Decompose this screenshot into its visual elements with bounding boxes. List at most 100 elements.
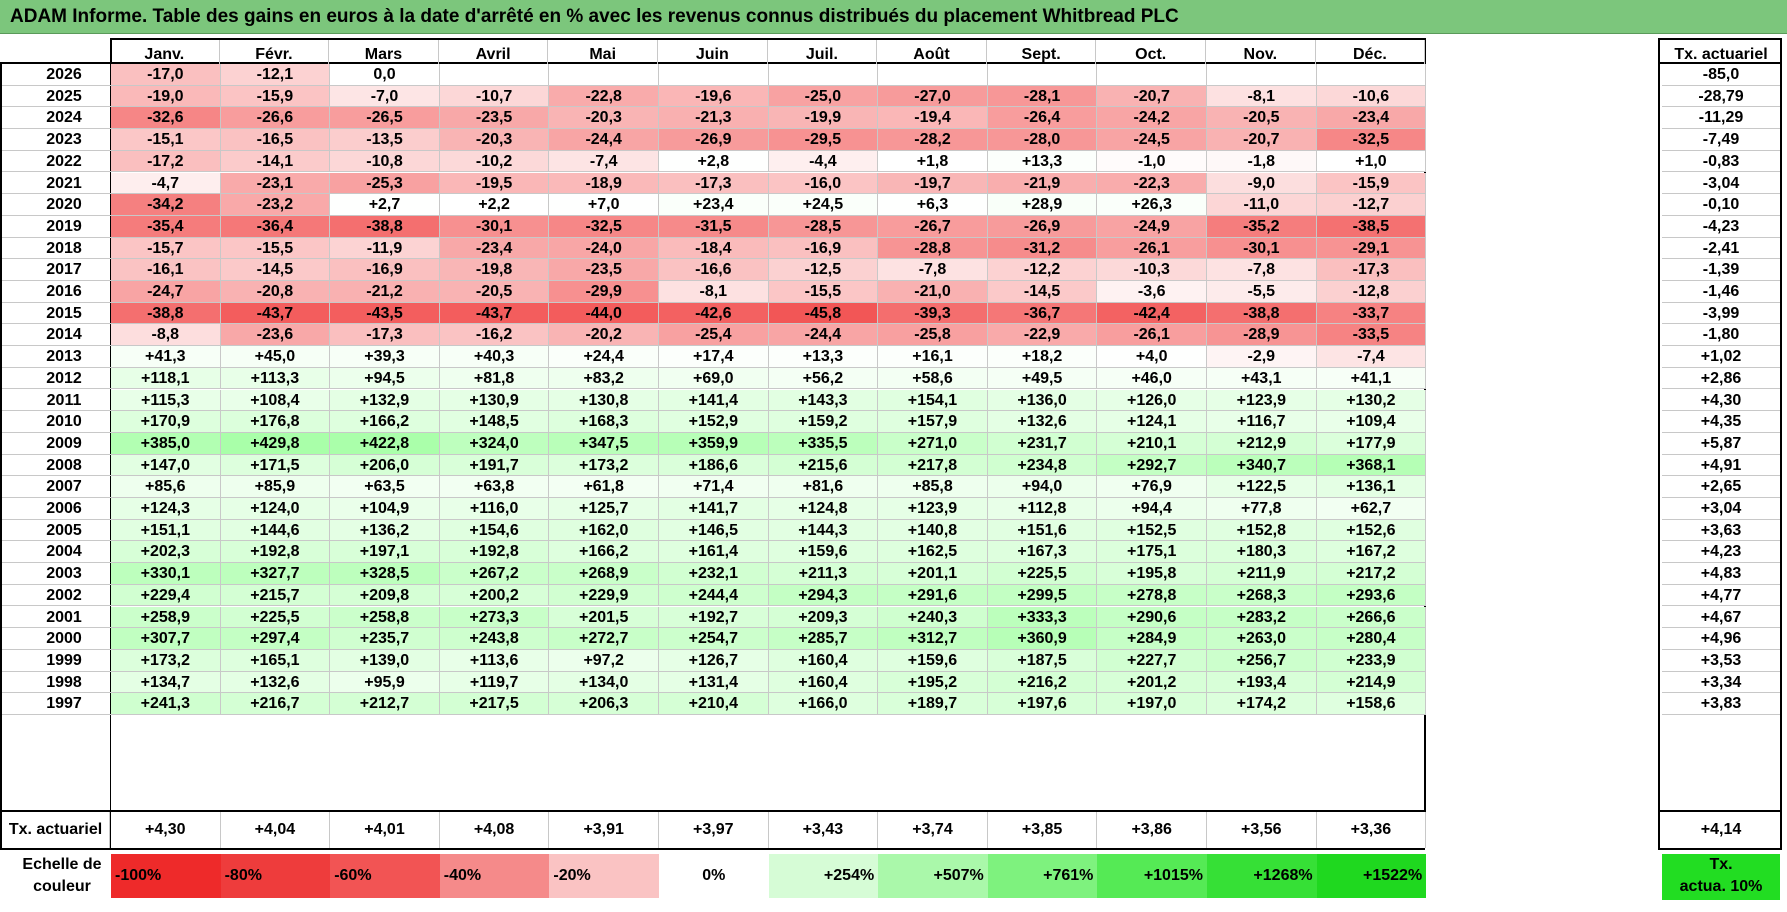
table-cell: -12,5 <box>768 259 879 281</box>
month-header: Nov. <box>1206 40 1316 70</box>
footer-tx: +4,14 <box>1700 821 1742 838</box>
table-cell: 0,0 <box>330 64 440 86</box>
table-cell: -28,2 <box>878 129 988 151</box>
year-label: 2010 <box>2 411 126 433</box>
table-cell: -22,3 <box>1097 172 1207 195</box>
table-cell: -42,4 <box>1097 302 1207 325</box>
table-border <box>1658 848 1782 850</box>
month-header: Mai <box>548 40 658 70</box>
year-label: 2022 <box>2 151 126 173</box>
table-cell: +77,8 <box>1207 498 1317 520</box>
table-cell: -7,8 <box>1207 259 1317 281</box>
table-cell: -10,6 <box>1316 85 1427 108</box>
table-cell: +161,4 <box>659 541 769 564</box>
table-cell: +58,6 <box>878 367 988 390</box>
table-cell: +240,3 <box>878 606 988 629</box>
table-border <box>0 62 1426 64</box>
table-cell: +210,1 <box>1097 432 1207 455</box>
table-cell: +167,2 <box>1316 541 1427 564</box>
table-cell: -20,3 <box>549 107 659 130</box>
table-cell: +166,2 <box>330 411 440 433</box>
year-label: 2013 <box>2 346 126 368</box>
table-cell: +97,2 <box>549 649 659 672</box>
footer-value: +3,43 <box>769 812 879 848</box>
table-cell: +162,5 <box>878 541 988 564</box>
table-cell: +113,3 <box>220 367 331 390</box>
table-cell: -20,7 <box>1097 85 1207 108</box>
month-header: Janv. <box>110 40 220 70</box>
table-cell: +152,9 <box>659 411 769 433</box>
row-tx-actuariel: +2,65 <box>1662 476 1780 498</box>
table-cell: +173,2 <box>549 454 659 477</box>
table-cell: +267,2 <box>439 563 550 585</box>
table-cell: +171,5 <box>220 454 331 477</box>
color-scale-swatch: -40% <box>439 854 550 898</box>
color-scale-swatch: +507% <box>878 854 988 898</box>
table-cell: +134,0 <box>549 671 659 694</box>
table-cell: +197,6 <box>987 693 1098 715</box>
table-cell: +85,6 <box>111 476 221 498</box>
table-cell: -10,3 <box>1097 259 1207 281</box>
table-cell: -20,7 <box>1207 129 1317 151</box>
row-tx-actuariel: -0,10 <box>1662 194 1780 216</box>
table-cell: +94,4 <box>1097 498 1207 520</box>
table-cell: +28,9 <box>987 194 1098 216</box>
table-cell: -26,1 <box>1097 237 1207 260</box>
table-cell: +17,4 <box>659 346 769 368</box>
table-cell: -15,9 <box>1316 172 1427 195</box>
table-cell <box>768 64 879 86</box>
table-cell: +147,0 <box>111 454 221 477</box>
year-label: 2017 <box>2 259 126 281</box>
table-cell: -31,2 <box>987 237 1098 260</box>
table-cell: -27,0 <box>878 85 988 108</box>
table-cell: -21,9 <box>987 172 1098 195</box>
year-label: 2018 <box>2 238 126 260</box>
table-cell: +83,2 <box>549 367 659 390</box>
row-tx-actuariel: -28,79 <box>1662 86 1780 108</box>
row-tx-actuariel: +4,30 <box>1662 390 1780 412</box>
table-cell: +16,1 <box>878 346 988 368</box>
table-cell: -24,4 <box>549 129 659 151</box>
table-cell: -23,5 <box>549 259 659 281</box>
row-tx-actuariel: -7,49 <box>1662 129 1780 151</box>
table-cell: +18,2 <box>987 346 1098 368</box>
table-cell: -20,2 <box>549 324 659 347</box>
table-cell: -29,9 <box>549 281 659 303</box>
color-scale-swatch: -100% <box>111 854 221 898</box>
year-label: 2011 <box>2 390 126 412</box>
table-border <box>1658 38 1782 40</box>
footer-value: +4,08 <box>440 812 550 848</box>
table-cell: +256,7 <box>1207 649 1317 672</box>
table-cell: -19,7 <box>878 172 988 195</box>
table-cell: -24,5 <box>1097 129 1207 151</box>
footer-value: +3,86 <box>1097 812 1207 848</box>
footer-value: +3,56 <box>1207 812 1317 848</box>
table-cell: +368,1 <box>1316 454 1427 477</box>
year-label: 2005 <box>2 520 126 542</box>
table-cell: +192,8 <box>220 541 331 564</box>
table-cell: -12,7 <box>1316 194 1427 216</box>
table-cell: +175,1 <box>1097 541 1207 564</box>
table-cell: -16,1 <box>111 259 221 281</box>
table-cell: -38,8 <box>330 215 440 238</box>
row-tx-actuariel: +4,67 <box>1662 607 1780 629</box>
table-cell: +45,0 <box>220 346 331 368</box>
report-title: ADAM Informe. Table des gains en euros à… <box>0 0 1787 34</box>
table-cell: -35,2 <box>1207 215 1317 238</box>
year-label: 2004 <box>2 541 126 564</box>
table-cell: +159,6 <box>768 541 879 564</box>
table-cell: +160,4 <box>768 649 879 672</box>
table-cell: -20,5 <box>1207 107 1317 130</box>
table-cell: +7,0 <box>549 194 659 216</box>
year-label: 2026 <box>2 64 126 86</box>
table-border <box>1658 38 1660 850</box>
table-cell: +229,9 <box>549 584 659 607</box>
table-cell: -22,8 <box>549 85 659 108</box>
table-cell: -43,7 <box>220 302 331 325</box>
year-label: 2024 <box>2 107 126 130</box>
year-label: 2008 <box>2 455 126 477</box>
table-cell: -11,9 <box>330 237 440 260</box>
table-cell: +307,7 <box>111 628 221 650</box>
table-cell: +385,0 <box>111 432 221 455</box>
table-cell: -19,8 <box>439 259 550 281</box>
